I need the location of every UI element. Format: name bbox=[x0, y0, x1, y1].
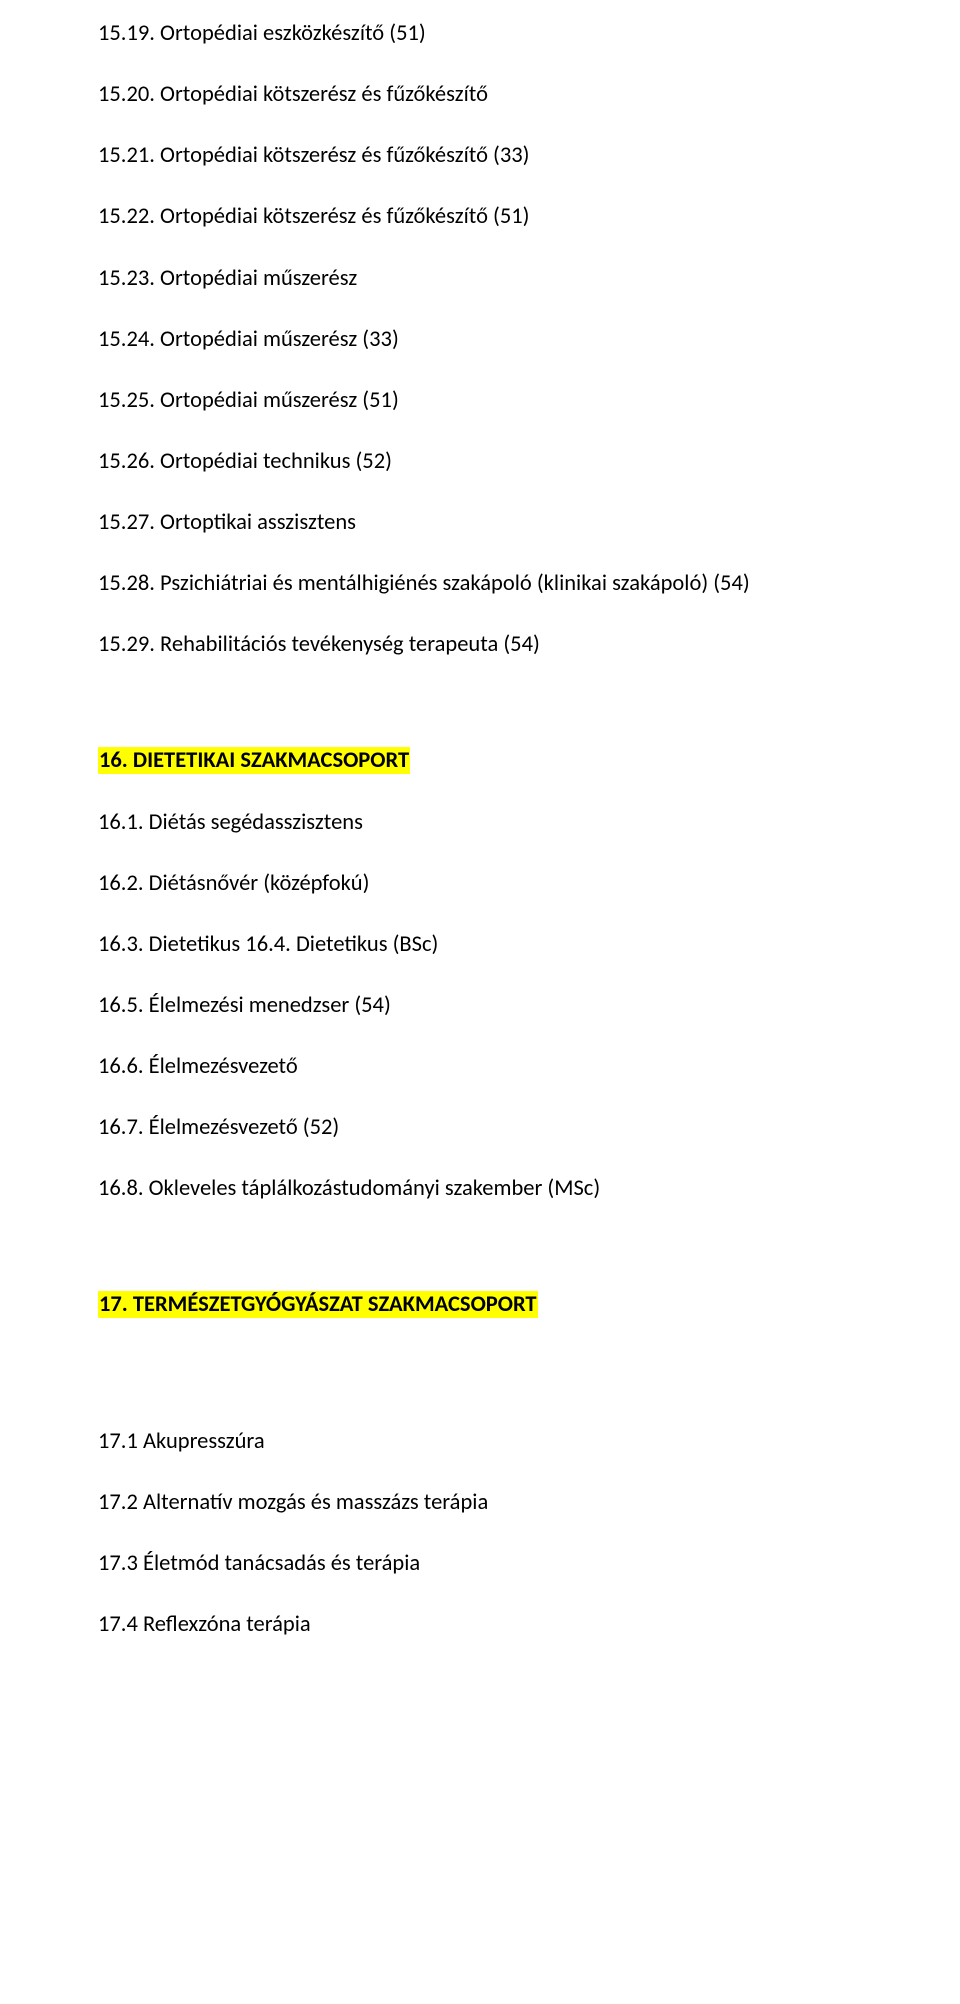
list-item: 16.1. Diétás segédasszisztens bbox=[98, 809, 862, 837]
list-item: 15.25. Ortopédiai műszerész (51) bbox=[98, 387, 862, 415]
list-item: 15.21. Ortopédiai kötszerész és fűzőkész… bbox=[98, 142, 862, 170]
heading-highlight: 16. DIETETIKAI SZAKMACSOPORT bbox=[98, 747, 410, 774]
spacer bbox=[98, 1353, 862, 1428]
list-item: 15.20. Ortopédiai kötszerész és fűzőkész… bbox=[98, 81, 862, 109]
list-item: 15.27. Ortoptikai asszisztens bbox=[98, 509, 862, 537]
list-item: 15.26. Ortopédiai technikus (52) bbox=[98, 448, 862, 476]
list-item: 15.22. Ortopédiai kötszerész és fűzőkész… bbox=[98, 203, 862, 231]
spacer bbox=[98, 692, 862, 747]
list-item: 16.5. Élelmezési menedzser (54) bbox=[98, 992, 862, 1020]
list-item: 17.2 Alternatív mozgás és masszázs teráp… bbox=[98, 1489, 862, 1517]
spacer bbox=[98, 1236, 862, 1291]
heading-highlight: 17. TERMÉSZETGYÓGYÁSZAT SZAKMACSOPORT bbox=[98, 1291, 538, 1318]
list-item: 16.7. Élelmezésvezető (52) bbox=[98, 1114, 862, 1142]
list-item: 16.2. Diétásnővér (középfokú) bbox=[98, 870, 862, 898]
list-item: 15.28. Pszichiátriai és mentálhigiénés s… bbox=[98, 570, 862, 598]
list-item: 16.8. Okleveles táplálkozástudományi sza… bbox=[98, 1175, 862, 1203]
section-heading-17: 17. TERMÉSZETGYÓGYÁSZAT SZAKMACSOPORT bbox=[98, 1291, 862, 1319]
list-item: 15.29. Rehabilitációs tevékenység terape… bbox=[98, 631, 862, 659]
list-item: 17.4 Reflexzóna terápia bbox=[98, 1611, 862, 1639]
list-item: 16.6. Élelmezésvezető bbox=[98, 1053, 862, 1081]
list-item: 15.23. Ortopédiai műszerész bbox=[98, 265, 862, 293]
list-item: 17.3 Életmód tanácsadás és terápia bbox=[98, 1550, 862, 1578]
document-page: 15.19. Ortopédiai eszközkészítő (51) 15.… bbox=[0, 0, 960, 2004]
section-heading-16: 16. DIETETIKAI SZAKMACSOPORT bbox=[98, 747, 862, 775]
list-item: 16.3. Dietetikus 16.4. Dietetikus (BSc) bbox=[98, 931, 862, 959]
list-item: 17.1 Akupresszúra bbox=[98, 1428, 862, 1456]
list-item: 15.24. Ortopédiai műszerész (33) bbox=[98, 326, 862, 354]
list-item: 15.19. Ortopédiai eszközkészítő (51) bbox=[98, 20, 862, 48]
